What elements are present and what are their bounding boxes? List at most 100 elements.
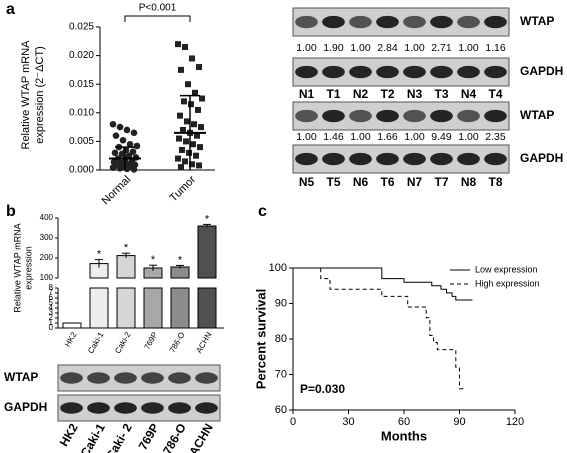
blot-band (430, 15, 453, 29)
lane-label: ACHN (186, 421, 215, 453)
blot-band (376, 65, 399, 79)
y-tick-label: 0.020 (69, 50, 94, 61)
bar (116, 255, 136, 279)
x-tick-label: Tumor (168, 173, 199, 204)
data-point (183, 138, 189, 145)
y-tick-label: 400 (40, 213, 54, 222)
significance-bracket (124, 15, 191, 22)
blot-band (430, 152, 453, 166)
significance-mark: * (124, 242, 129, 254)
y-tick-label: 300 (40, 233, 54, 242)
blot-band (376, 15, 399, 29)
x-tick-label: 786-O (168, 331, 187, 355)
blot-band (60, 372, 83, 384)
quantification: 9.49 (431, 131, 452, 143)
bar (197, 287, 217, 329)
x-tick-label: 90 (453, 416, 465, 428)
x-tick-label: 769P (142, 331, 159, 352)
data-point (111, 149, 119, 157)
lane-label: N5 (299, 175, 315, 189)
data-point (186, 149, 192, 156)
y-tick-label: 7 (49, 288, 54, 297)
blot-band (349, 15, 372, 29)
quantification: 1.00 (296, 42, 317, 54)
blot-label: GAPDH (520, 64, 563, 78)
data-point (189, 55, 195, 62)
data-point (116, 123, 124, 131)
blot-label: WTAP (520, 108, 554, 122)
survival-curve (293, 267, 473, 301)
quantification: 1.16 (485, 42, 506, 54)
panel-label: c (258, 203, 267, 220)
x-tick-label: Caki-2 (113, 330, 133, 355)
lane-label: N7 (407, 175, 423, 189)
bar (197, 225, 217, 279)
data-point (129, 148, 137, 155)
data-point (175, 155, 181, 162)
blot-band (484, 15, 507, 29)
blot-band (322, 65, 345, 79)
blot-band (295, 65, 318, 79)
y-tick-label: 2 (49, 313, 54, 322)
quantification: 1.00 (404, 131, 425, 143)
data-point (195, 106, 201, 113)
y-axis-label: expression (2⁻ΔCT) (34, 46, 46, 144)
x-tick-label: HK2 (63, 330, 79, 348)
blot-band (403, 109, 426, 123)
y-tick-label: 4 (49, 303, 54, 312)
data-point (191, 121, 197, 128)
data-point (175, 41, 181, 48)
blot-band (168, 402, 191, 414)
y-tick-label: 80 (275, 333, 287, 345)
blot-label: WTAP (4, 370, 38, 384)
data-point (193, 152, 199, 159)
data-point (196, 162, 202, 169)
panel-label: b (6, 203, 16, 220)
survival-curve (293, 267, 466, 390)
y-tick-label: 100 (40, 273, 54, 282)
y-tick-label: 0.025 (69, 22, 94, 33)
data-point (126, 140, 134, 148)
data-point (125, 152, 133, 159)
blot-band (195, 372, 218, 384)
x-tick-label: Normal (100, 174, 134, 208)
y-tick-label: 0.005 (69, 136, 94, 147)
y-axis-label: Relative WTAP mRNA (12, 223, 22, 312)
quantification: 1.66 (377, 131, 398, 143)
y-tick-label: 0.000 (69, 165, 94, 176)
blot-band (322, 15, 345, 29)
blot-band (484, 65, 507, 79)
blot-band (114, 372, 137, 384)
quantification: 2.71 (431, 42, 452, 54)
blot-band (430, 65, 453, 79)
quantification: 1.90 (323, 42, 344, 54)
y-tick-label: 0 (49, 323, 54, 332)
blot-band (349, 65, 372, 79)
blot-band (87, 372, 110, 384)
quantification: 1.00 (350, 131, 371, 143)
data-point (181, 98, 187, 105)
quantification: 1.00 (404, 42, 425, 54)
blot-band (295, 109, 318, 123)
data-point (177, 112, 183, 119)
data-point (198, 124, 204, 131)
blot-band (195, 402, 218, 414)
x-tick-label: 60 (398, 416, 410, 428)
bar (62, 322, 82, 329)
lane-label: T2 (380, 87, 394, 101)
data-point (109, 120, 117, 128)
data-point (196, 64, 202, 71)
data-point (199, 95, 205, 102)
blot-band (403, 65, 426, 79)
blot-band (322, 109, 345, 123)
lane-label: N8 (461, 175, 477, 189)
significance-mark: * (151, 254, 156, 266)
quantification: 2.35 (485, 131, 506, 143)
data-point (109, 164, 117, 172)
blot-band (457, 109, 480, 123)
data-point (180, 126, 186, 133)
x-axis-label: Months (381, 428, 427, 443)
lane-label: T3 (434, 87, 448, 101)
data-point (116, 164, 124, 172)
